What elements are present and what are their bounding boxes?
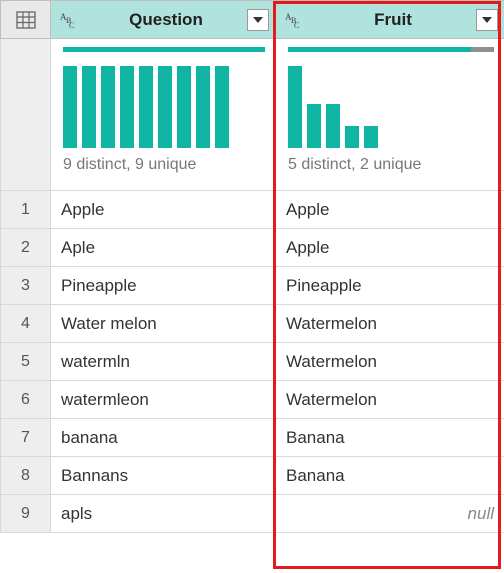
row-number[interactable]: 3 xyxy=(1,267,51,305)
cell-question[interactable]: Pineapple xyxy=(51,267,276,305)
chevron-down-icon xyxy=(253,17,263,23)
table-row[interactable]: 6watermleonWatermelon xyxy=(1,381,504,419)
row-number[interactable]: 9 xyxy=(1,495,51,533)
cell-fruit[interactable]: null xyxy=(276,495,504,533)
column-title: Question xyxy=(81,10,247,30)
table-preview: A B C Question A B C xyxy=(0,0,504,573)
chevron-down-icon xyxy=(482,17,492,23)
column-header-fruit[interactable]: A B C Fruit xyxy=(276,1,504,39)
cell-question[interactable]: Aple xyxy=(51,229,276,267)
quality-bar xyxy=(288,47,494,52)
profile-rowhead xyxy=(1,39,51,191)
cell-fruit[interactable]: Apple xyxy=(276,191,504,229)
null-value: null xyxy=(286,504,494,524)
cell-fruit[interactable]: Pineapple xyxy=(276,267,504,305)
cell-fruit[interactable]: Banana xyxy=(276,457,504,495)
table-row[interactable]: 3PineapplePineapple xyxy=(1,267,504,305)
svg-text:C: C xyxy=(294,21,299,28)
row-number[interactable]: 6 xyxy=(1,381,51,419)
select-all-corner[interactable] xyxy=(1,1,51,39)
data-table: A B C Question A B C xyxy=(0,0,504,533)
table-icon xyxy=(16,11,36,29)
cell-question[interactable]: banana xyxy=(51,419,276,457)
column-filter-dropdown[interactable] xyxy=(476,9,498,31)
text-type-icon: A B C xyxy=(284,12,306,28)
column-stats: 9 distinct, 9 unique xyxy=(63,156,265,174)
cell-question[interactable]: Bannans xyxy=(51,457,276,495)
table-row[interactable]: 2ApleApple xyxy=(1,229,504,267)
cell-question[interactable]: Water melon xyxy=(51,305,276,343)
distribution-chart xyxy=(288,62,494,148)
cell-fruit[interactable]: Watermelon xyxy=(276,343,504,381)
column-profile-question: 9 distinct, 9 unique xyxy=(51,39,276,191)
row-number[interactable]: 5 xyxy=(1,343,51,381)
column-stats: 5 distinct, 2 unique xyxy=(288,156,494,174)
cell-question[interactable]: Apple xyxy=(51,191,276,229)
text-type-icon: A B C xyxy=(59,12,81,28)
cell-fruit[interactable]: Watermelon xyxy=(276,305,504,343)
table-row[interactable]: 8BannansBanana xyxy=(1,457,504,495)
column-profile-row: 9 distinct, 9 unique 5 distinct, 2 uniqu… xyxy=(1,39,504,191)
row-number[interactable]: 2 xyxy=(1,229,51,267)
row-number[interactable]: 8 xyxy=(1,457,51,495)
table-row[interactable]: 5watermlnWatermelon xyxy=(1,343,504,381)
table-row[interactable]: 9apls null xyxy=(1,495,504,533)
cell-fruit[interactable]: Watermelon xyxy=(276,381,504,419)
table-row[interactable]: 7bananaBanana xyxy=(1,419,504,457)
column-profile-fruit: 5 distinct, 2 unique xyxy=(276,39,504,191)
svg-text:C: C xyxy=(69,21,74,28)
cell-fruit[interactable]: Apple xyxy=(276,229,504,267)
row-number[interactable]: 4 xyxy=(1,305,51,343)
cell-question[interactable]: watermleon xyxy=(51,381,276,419)
column-filter-dropdown[interactable] xyxy=(247,9,269,31)
table-row[interactable]: 1AppleApple xyxy=(1,191,504,229)
cell-question[interactable]: apls xyxy=(51,495,276,533)
column-header-question[interactable]: A B C Question xyxy=(51,1,276,39)
quality-bar xyxy=(63,47,265,52)
table-row[interactable]: 4Water melonWatermelon xyxy=(1,305,504,343)
row-number[interactable]: 1 xyxy=(1,191,51,229)
distribution-chart xyxy=(63,62,265,148)
cell-question[interactable]: watermln xyxy=(51,343,276,381)
cell-fruit[interactable]: Banana xyxy=(276,419,504,457)
header-row: A B C Question A B C xyxy=(1,1,504,39)
row-number[interactable]: 7 xyxy=(1,419,51,457)
column-title: Fruit xyxy=(306,10,476,30)
